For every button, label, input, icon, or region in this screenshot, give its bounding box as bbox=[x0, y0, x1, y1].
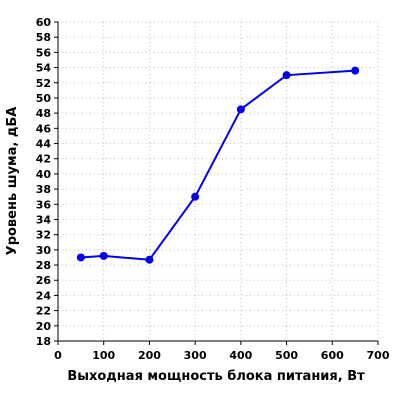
x-tick-label: 500 bbox=[275, 349, 298, 362]
data-point bbox=[191, 192, 200, 201]
y-tick-label: 32 bbox=[36, 229, 51, 242]
y-tick-label: 28 bbox=[36, 259, 51, 272]
y-tick-label: 52 bbox=[36, 77, 51, 90]
y-tick-label: 46 bbox=[36, 122, 52, 135]
x-tick-label: 0 bbox=[54, 349, 62, 362]
x-tick-label: 100 bbox=[92, 349, 115, 362]
y-tick-label: 56 bbox=[36, 46, 52, 59]
series bbox=[76, 66, 360, 264]
data-point bbox=[236, 105, 245, 114]
series-line bbox=[80, 69, 356, 261]
y-tick-label: 48 bbox=[36, 107, 51, 120]
data-point bbox=[99, 251, 108, 260]
y-tick-label: 26 bbox=[36, 274, 52, 287]
y-tick-label: 54 bbox=[36, 62, 52, 75]
y-tick-label: 30 bbox=[36, 244, 52, 257]
y-tick-label: 40 bbox=[36, 168, 52, 181]
x-ticks: 0 100 200 300 400 500 600 700 bbox=[54, 341, 390, 362]
y-tick-label: 22 bbox=[36, 305, 51, 318]
axes bbox=[57, 22, 378, 342]
y-tick-label: 58 bbox=[36, 31, 51, 44]
data-point bbox=[351, 66, 360, 75]
y-ticks: 18 20 22 24 26 28 30 32 34 36 38 40 42 44 46 48 50 52 54 56… bbox=[36, 16, 58, 348]
data-point bbox=[282, 71, 291, 80]
y-tick-label: 60 bbox=[36, 16, 52, 29]
y-tick-label: 50 bbox=[36, 92, 52, 105]
y-axis-title: Уровень шума, дБА bbox=[5, 107, 20, 256]
y-tick-label: 36 bbox=[36, 198, 52, 211]
y-tick-label: 34 bbox=[36, 213, 52, 226]
y-tick-label: 42 bbox=[36, 153, 51, 166]
x-axis-title: Выходная мощность блока питания, Вт bbox=[67, 369, 365, 384]
y-tick-label: 18 bbox=[36, 335, 51, 348]
x-tick-label: 700 bbox=[367, 349, 390, 362]
y-tick-label: 24 bbox=[36, 289, 52, 302]
x-tick-label: 400 bbox=[229, 349, 252, 362]
y-tick-label: 44 bbox=[36, 138, 52, 151]
x-tick-label: 300 bbox=[184, 349, 207, 362]
grid bbox=[58, 21, 379, 341]
y-tick-label: 38 bbox=[36, 183, 51, 196]
x-tick-label: 200 bbox=[138, 349, 161, 362]
data-point bbox=[145, 255, 154, 264]
y-tick-label: 20 bbox=[36, 320, 52, 333]
x-tick-label: 600 bbox=[321, 349, 344, 362]
data-point bbox=[76, 253, 85, 262]
